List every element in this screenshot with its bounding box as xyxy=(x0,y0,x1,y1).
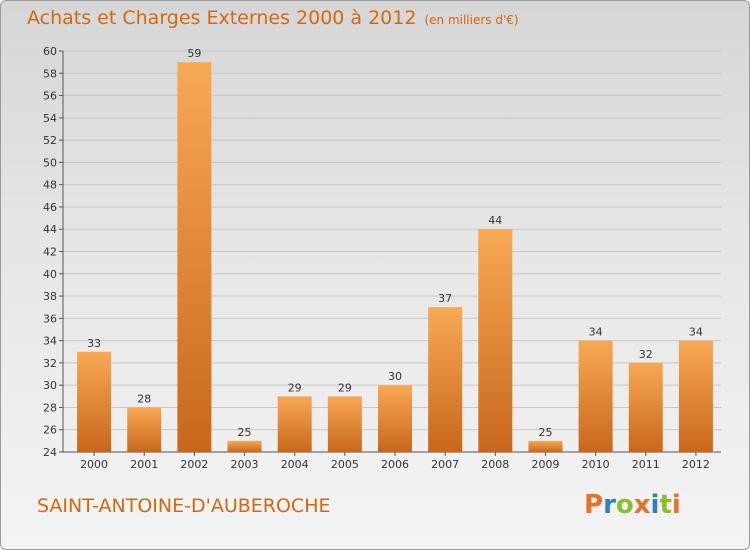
bar-2004 xyxy=(277,396,312,452)
x-tick-label-2000: 2000 xyxy=(80,458,108,471)
value-label-2009: 25 xyxy=(538,426,552,439)
value-label-2008: 44 xyxy=(488,214,502,227)
x-tick-label-2011: 2011 xyxy=(632,458,660,471)
value-label-2012: 34 xyxy=(689,326,703,339)
y-tick-label: 34 xyxy=(43,335,57,348)
x-tick-label-2001: 2001 xyxy=(130,458,158,471)
chart-title: Achats et Charges Externes 2000 à 2012 (e… xyxy=(27,7,519,29)
y-tick-label: 24 xyxy=(43,446,57,459)
bars xyxy=(77,62,713,453)
x-tick-label-2004: 2004 xyxy=(281,458,309,471)
logo-letter: o xyxy=(615,490,634,520)
bar-2008 xyxy=(478,229,513,452)
logo-letter: i xyxy=(671,490,681,520)
logo-letter: x xyxy=(633,490,651,520)
bar-2002 xyxy=(177,62,212,453)
x-tick-label-2002: 2002 xyxy=(180,458,208,471)
logo-letter: i xyxy=(650,490,660,520)
x-tick-label-2008: 2008 xyxy=(481,458,509,471)
x-tick-label-2012: 2012 xyxy=(682,458,710,471)
y-tick-label: 26 xyxy=(43,424,57,437)
bar-2001 xyxy=(127,407,162,452)
y-tick-label: 40 xyxy=(43,268,57,281)
y-tick-label: 56 xyxy=(43,90,57,103)
x-tick-label-2010: 2010 xyxy=(582,458,610,471)
value-label-2007: 37 xyxy=(438,292,452,305)
labels: 33 2000 28 2001 59 2002 25 2003 29 2004 29 2005 30 20… xyxy=(80,47,710,471)
chart-title-unit: (en milliers d'€) xyxy=(424,13,519,27)
x-tick-label-2007: 2007 xyxy=(431,458,459,471)
y-tick-label: 36 xyxy=(43,312,57,325)
y-tick-label: 48 xyxy=(43,179,57,192)
y-tick-label: 52 xyxy=(43,134,57,147)
logo-letter: r xyxy=(603,490,616,520)
bar-2005 xyxy=(327,396,362,452)
logo-letter: P xyxy=(584,490,604,520)
x-tick-label-2003: 2003 xyxy=(231,458,259,471)
chart-title-main: Achats et Charges Externes 2000 à 2012 xyxy=(27,7,417,29)
value-label-2000: 33 xyxy=(87,337,101,350)
y-tick-label: 32 xyxy=(43,357,57,370)
y-tick-label: 42 xyxy=(43,246,57,259)
y-tick-label: 58 xyxy=(43,67,57,80)
y-tick-label: 28 xyxy=(43,401,57,414)
logo-letter: t xyxy=(659,490,672,520)
y-tick-label: 60 xyxy=(43,45,57,58)
bar-2006 xyxy=(378,385,412,452)
value-label-2010: 34 xyxy=(589,326,603,339)
x-tick-label-2005: 2005 xyxy=(331,458,359,471)
y-tick-label: 50 xyxy=(43,156,57,169)
value-label-2011: 32 xyxy=(639,348,653,361)
value-label-2003: 25 xyxy=(238,426,252,439)
x-tick-label-2006: 2006 xyxy=(381,458,409,471)
proxiti-logo: Proxiti xyxy=(584,490,681,520)
y-tick-label: 30 xyxy=(43,379,57,392)
y-tick-label: 44 xyxy=(43,223,57,236)
value-label-2006: 30 xyxy=(388,370,402,383)
value-label-2002: 59 xyxy=(187,47,201,60)
bar-2010 xyxy=(578,340,613,452)
bar-2009 xyxy=(528,440,563,452)
commune-name: SAINT-ANTOINE-D'AUBEROCHE xyxy=(37,495,331,517)
y-tick-label: 46 xyxy=(43,201,57,214)
bar-2012 xyxy=(678,340,713,452)
bar-2011 xyxy=(628,362,663,452)
y-tick-label: 38 xyxy=(43,290,57,303)
value-label-2001: 28 xyxy=(137,392,151,405)
bar-2000 xyxy=(77,351,112,452)
x-tick-label-2009: 2009 xyxy=(531,458,559,471)
bar-2007 xyxy=(428,307,463,452)
bar-2003 xyxy=(227,440,262,452)
value-label-2004: 29 xyxy=(288,381,302,394)
value-label-2005: 29 xyxy=(338,381,352,394)
y-tick-label: 54 xyxy=(43,112,57,125)
